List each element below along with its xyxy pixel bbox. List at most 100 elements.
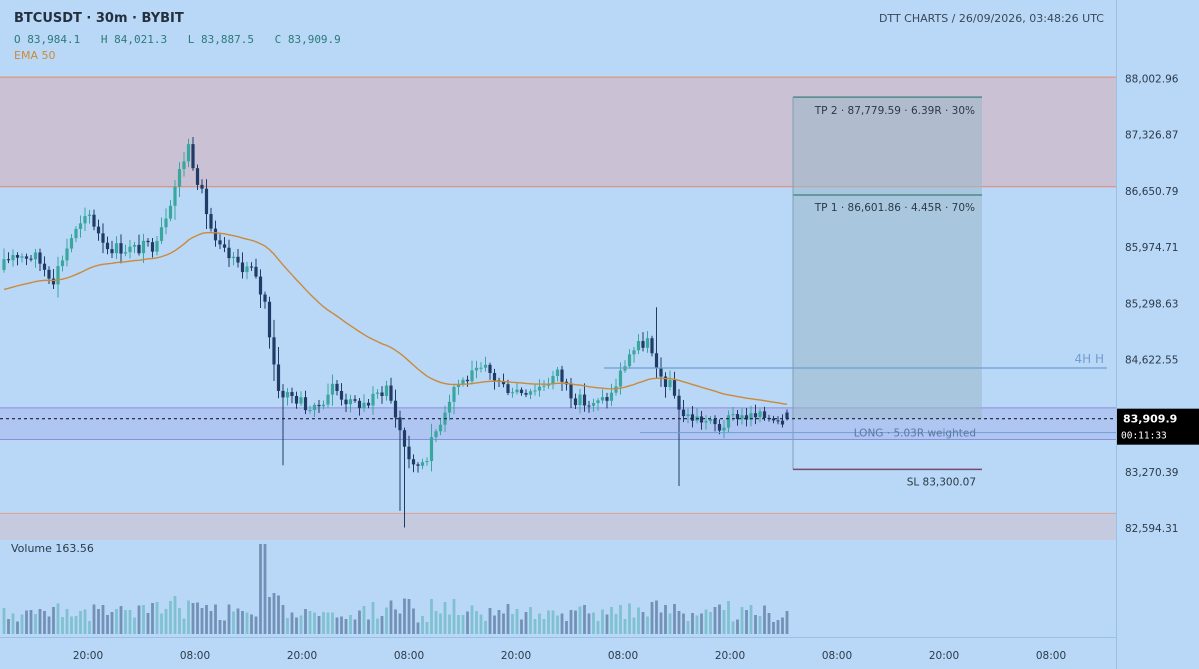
target-box	[793, 97, 982, 419]
candle-body	[173, 186, 177, 206]
brand-timestamp: DTT CHARTS / 26/09/2026, 03:48:26 UTC	[878, 12, 1104, 25]
volume-bar	[92, 604, 96, 634]
candle-body	[753, 413, 758, 418]
volume-bar	[403, 598, 406, 634]
candle-body	[650, 338, 654, 354]
volume-bar	[592, 612, 595, 634]
candle-body	[155, 240, 159, 252]
candle-body	[227, 247, 231, 259]
volume-bar	[295, 617, 298, 634]
candle-body	[758, 411, 762, 418]
volume-bar	[133, 617, 136, 634]
candle-body	[272, 337, 276, 365]
low-value: L 83,887.5	[187, 33, 254, 46]
candle-body	[785, 412, 789, 419]
candle-body	[627, 354, 632, 367]
candle-body	[717, 424, 722, 431]
volume-legend[interactable]: Volume 163.56	[11, 542, 94, 555]
candle-body	[492, 372, 497, 381]
volume-bar	[344, 619, 348, 634]
volume-bar	[430, 599, 433, 634]
candle-body	[263, 294, 267, 302]
candle-body	[573, 398, 578, 406]
ema-layer	[3, 231, 788, 405]
candle-body	[636, 341, 641, 351]
ema-legend[interactable]: EMA 50	[14, 49, 56, 62]
candle-body	[186, 144, 191, 162]
volume-bar	[772, 622, 775, 634]
volume-bar	[124, 610, 127, 634]
candle-body	[33, 252, 38, 260]
candle-body	[762, 411, 767, 419]
volume-bar	[439, 613, 442, 634]
candle-body	[542, 385, 546, 387]
volume-bar	[155, 602, 159, 634]
volume-bar	[515, 609, 519, 634]
volume-bar	[497, 610, 501, 634]
volume-bar	[511, 614, 514, 634]
candle-body	[659, 367, 663, 377]
volume-bar	[331, 612, 334, 634]
volume-bar	[254, 616, 258, 634]
candle-body	[434, 431, 438, 438]
candle-body	[299, 397, 303, 404]
volume-bar	[596, 621, 600, 634]
time-tick-label: 20:00	[929, 650, 959, 662]
time-tick-label: 20:00	[501, 650, 531, 662]
volume-bar	[758, 616, 762, 634]
open-value: O 83,984.1	[14, 33, 81, 46]
volume-bar	[25, 610, 28, 634]
candle-body	[65, 248, 69, 261]
candle-body	[501, 381, 506, 385]
volume-bar	[682, 613, 685, 634]
volume-bar	[457, 615, 460, 634]
volume-bar	[655, 600, 658, 634]
candle-body	[398, 417, 402, 431]
candle-body	[146, 240, 150, 243]
candle-body	[267, 301, 272, 338]
candle-body	[483, 364, 488, 368]
volume-bar	[214, 604, 217, 634]
time-tick-label: 08:00	[394, 650, 424, 662]
volume-bar	[335, 617, 339, 634]
volume-bar	[785, 611, 789, 634]
volume-bar	[97, 609, 100, 634]
volume-bar	[187, 600, 190, 634]
candle-body	[231, 256, 236, 259]
candle-body	[578, 394, 582, 406]
volume-bar	[443, 602, 447, 634]
candle-body	[101, 233, 105, 243]
volume-bar	[767, 613, 771, 634]
countdown-label: 00:11:33	[1121, 431, 1167, 442]
time-tick-label: 20:00	[287, 650, 317, 662]
volume-bar	[583, 605, 586, 634]
price-axis-separator	[1116, 0, 1117, 669]
candle-body	[677, 395, 681, 410]
volume-bar	[484, 621, 487, 634]
volume-bar	[551, 610, 555, 634]
volume-bar	[641, 612, 645, 634]
candle-body	[407, 446, 411, 460]
volume-bar	[578, 606, 582, 634]
symbol-title[interactable]: BTCUSDT · 30m · BYBIT	[14, 11, 184, 26]
candle-body	[276, 364, 281, 391]
volume-bar	[304, 609, 307, 634]
candle-body	[641, 341, 645, 348]
candle-body	[312, 404, 317, 411]
candles-layer	[2, 136, 789, 528]
candle-body	[515, 389, 519, 393]
volume-bar	[691, 613, 694, 634]
volume-bar	[601, 609, 604, 634]
volume-bar	[250, 614, 253, 634]
candle-body	[357, 400, 362, 409]
volume-bar	[421, 616, 424, 634]
candle-body	[254, 266, 258, 277]
candle-body	[159, 227, 164, 241]
volume-bar	[47, 616, 51, 634]
volume-bar	[169, 601, 172, 634]
tp1-label: TP 1 · 86,601.86 · 4.45R · 70%	[814, 202, 975, 214]
volume-bar	[749, 605, 753, 634]
volume-bar	[61, 617, 64, 634]
